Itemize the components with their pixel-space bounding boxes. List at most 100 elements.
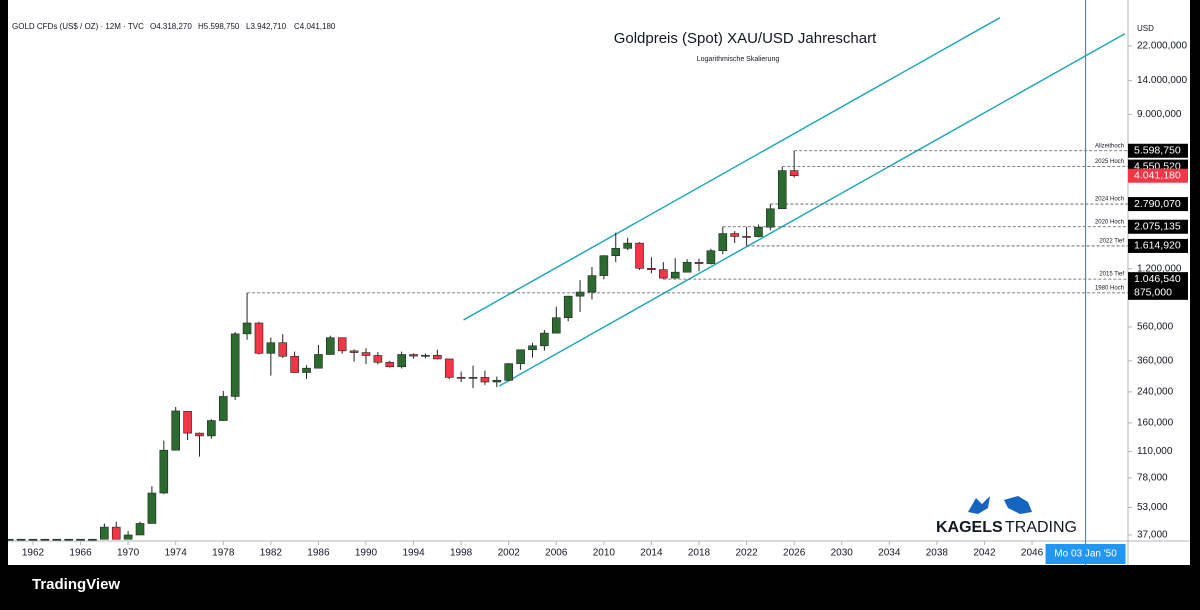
candle-body [409,354,418,357]
level-box [1128,197,1188,212]
candle-body [123,534,133,540]
level-box [1128,168,1188,183]
x-tick-label: 2022 [735,548,758,559]
candle-body [100,526,109,540]
level-name: 2025 Hoch [1095,159,1124,165]
candle-body [742,236,751,238]
level-label: 2.790,070 [1134,198,1181,210]
candle-body [623,242,632,249]
bear-icon [1004,496,1032,514]
logo-word: KAGELS [936,519,1003,536]
candle-body [40,538,50,541]
candle-body [278,342,288,357]
chart-area [8,0,1190,565]
x-tick-label: 2010 [593,548,616,559]
trendline [463,17,1001,321]
candle-body [635,242,644,269]
candle-body [385,362,395,368]
candle-body [349,350,359,353]
y-tick-label: 360,000 [1137,355,1174,366]
candle-body [230,333,240,397]
level-label: 1.046,540 [1134,273,1181,285]
level-name: 2020 Hoch [1095,219,1124,225]
x-tick-label: 2042 [973,548,996,559]
level-name: 2015 Tief [1099,272,1124,278]
x-tick-label: 1994 [402,548,425,559]
x-tick-label: 2014 [640,548,663,559]
ohlc-value: L3.942,710 [246,22,287,31]
level-box [1128,238,1188,253]
candle-body [52,538,62,541]
candle-body [171,410,180,451]
x-tick-label: 2018 [688,548,711,559]
candle-body [659,269,668,279]
y-tick-label: 240,000 [1137,386,1174,397]
x-tick-label: 2038 [926,548,949,559]
trendline [498,33,1126,387]
x-tick-label: 2002 [498,548,521,559]
y-tick-label: 78,000 [1137,473,1168,484]
candle-body [8,538,14,541]
x-tick-label: 2026 [783,548,806,559]
candle-body [28,538,38,541]
x-tick-label: 1962 [22,548,45,559]
candle-body [694,262,704,264]
candle-body [528,345,537,351]
x-tick-label: 2046 [1021,548,1044,559]
footer-brand: TradingView [32,576,120,593]
candle-body [587,275,597,293]
y-tick-label: 37,000 [1137,530,1168,541]
x-tick-label: 2030 [831,548,854,559]
candle-body [789,170,799,177]
candle-body [433,354,442,360]
candle-body [254,322,264,354]
candle-body [195,432,204,437]
candle-body [599,255,609,276]
candle-body [504,363,514,381]
candle-body [421,354,430,357]
candle-body [337,337,347,352]
level-label: 5.598,750 [1134,145,1181,157]
candle-body [468,377,478,379]
chart-title: Goldpreis (Spot) XAU/USD Jahreschart [614,30,877,47]
candle-body [361,352,371,356]
ohlc-value: H5.598,750 [198,22,240,31]
candle-body [159,449,169,494]
y-tick-label: 53,000 [1137,502,1168,513]
candle-body [540,332,549,347]
x-tick-label: 1974 [165,548,188,559]
candle-body [207,420,216,437]
candle-body [575,291,585,297]
logo-word: TRADING [1005,519,1077,536]
y-tick-label: 14.000,000 [1137,75,1187,86]
candle-body [718,233,728,252]
bull-icon [968,496,990,514]
ohlc-value: O4.318,270 [150,22,192,31]
candle-body [516,349,525,364]
logo: KAGELS TRADING [936,496,1077,536]
level-label: 875,000 [1134,287,1172,299]
candle-body [480,377,490,383]
level-name: 1980 Hoch [1095,285,1124,291]
candle-body [183,411,192,434]
level-label: 2.075,135 [1134,221,1181,233]
candle-body [706,250,716,264]
candle-body [444,358,454,378]
candle-body [266,342,276,354]
candle-body [326,337,335,355]
plot [8,17,1126,541]
candle-body [76,538,85,541]
x-tick-label: 1986 [307,548,330,559]
candle-body [218,396,228,421]
vline-label-box [1045,544,1126,564]
credit: KarstenKagels erstellt mit TradingView.c… [12,3,268,12]
level-label: 4.041,180 [1134,169,1181,181]
level-box [1128,219,1188,234]
candle-body [670,271,680,279]
candle-body [563,295,573,319]
symbol: GOLD CFDs (US$ / OZ) · 12M · TVC [12,22,144,31]
level-name: 2024 Hoch [1095,197,1124,203]
candle-body [64,538,73,541]
chart-subtitle: Logarithmische Skalierung [697,56,780,63]
y-tick-label: 1.200,000 [1137,263,1182,274]
